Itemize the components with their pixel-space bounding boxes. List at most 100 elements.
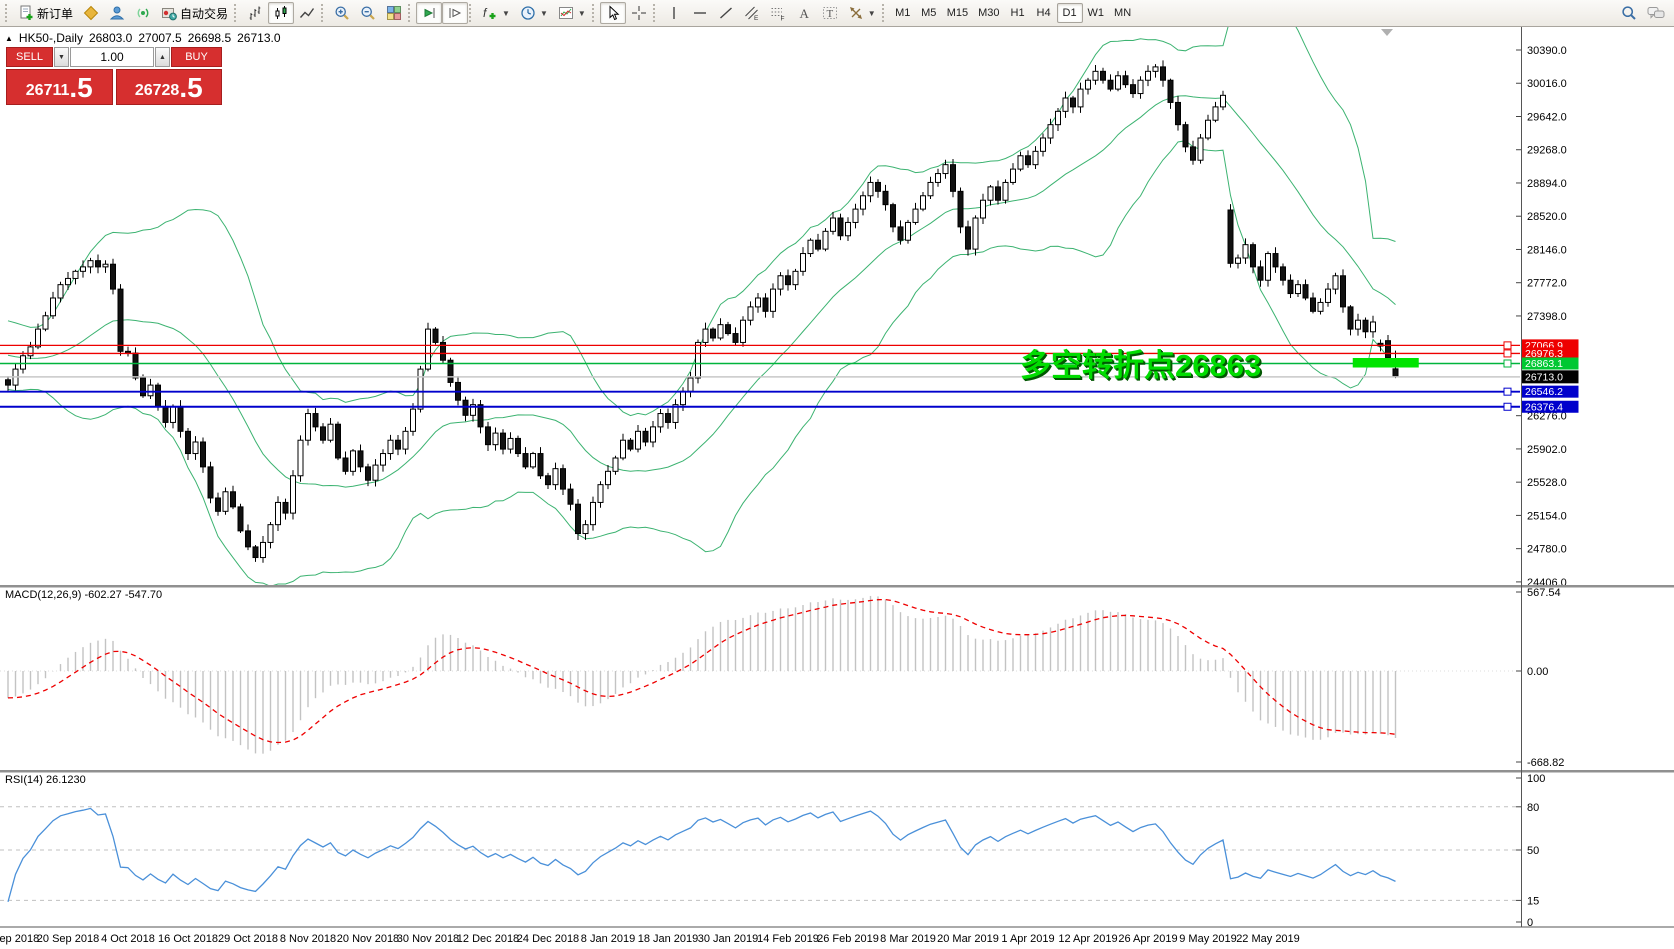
chart-shift-marker[interactable] <box>1381 29 1393 36</box>
candle <box>27 341 34 360</box>
search-button[interactable] <box>1616 2 1642 24</box>
periods-button[interactable]: ▼ <box>515 2 553 24</box>
candle <box>1257 260 1264 287</box>
auto-scroll-icon <box>424 8 435 18</box>
hline-marker[interactable] <box>1503 402 1512 411</box>
horizontal-line-button[interactable] <box>687 2 713 24</box>
text-button[interactable]: A <box>791 2 817 24</box>
hline-marker[interactable] <box>1503 341 1512 350</box>
autotrading-icon <box>162 8 177 21</box>
ohlc-high: 27007.5 <box>138 31 182 45</box>
indicators-dropdown-caret[interactable]: ▼ <box>502 8 510 18</box>
signals-button[interactable] <box>130 2 156 24</box>
templates-button[interactable]: ▼ <box>553 2 591 24</box>
candle <box>1160 60 1166 87</box>
arrows-dropdown-caret[interactable]: ▼ <box>867 8 876 18</box>
auto-scroll-button[interactable] <box>416 2 443 24</box>
candle <box>177 400 184 438</box>
pane-separator[interactable] <box>0 585 1674 588</box>
tab-timeframe-m30[interactable]: M30 <box>973 3 1004 23</box>
date-label: 30 Nov 2018 <box>397 933 459 945</box>
sell-price-button[interactable]: 26711.5 <box>6 69 113 105</box>
chart-canvas[interactable]: 30390.0 30016.0 29642.0 29268.0 28894.0 28520… <box>0 27 1674 949</box>
volume-increase-button[interactable]: ▲ <box>155 47 170 67</box>
fibonacci-button[interactable]: F <box>765 2 791 24</box>
candle <box>312 407 319 432</box>
candle <box>627 437 634 452</box>
tab-timeframe-m5[interactable]: M5 <box>916 3 942 23</box>
tab-timeframe-h4[interactable]: H4 <box>1031 3 1057 23</box>
arrows-icon <box>849 7 862 19</box>
buy-button[interactable]: BUY <box>171 47 222 67</box>
price-axis-label: 24780.0 <box>1527 544 1567 556</box>
tab-timeframe-m15[interactable]: M15 <box>942 3 973 23</box>
hline-marker[interactable] <box>1503 349 1512 358</box>
new-order-icon <box>20 5 33 20</box>
autotrading-button[interactable]: 自动交易 <box>156 2 233 24</box>
sell-price-pip: .5 <box>69 72 93 103</box>
chart-shift-button[interactable] <box>442 2 469 24</box>
chart-annotation-text[interactable]: 多空转折点26863 <box>1020 348 1262 383</box>
periods-dropdown-caret[interactable]: ▼ <box>539 8 548 18</box>
zoom-in-button[interactable] <box>329 2 355 24</box>
arrows-button[interactable]: ▼ <box>843 2 881 24</box>
price-tag-label: 26713.0 <box>1525 371 1563 383</box>
crosshair-button[interactable] <box>626 2 652 24</box>
tab-timeframe-mn[interactable]: MN <box>1109 3 1136 23</box>
candle <box>410 403 416 436</box>
price-axis-label: 28520.0 <box>1527 211 1567 223</box>
group-grip <box>881 4 887 22</box>
candle <box>95 254 101 274</box>
rsi-axis-label: 15 <box>1527 895 1539 907</box>
bar-chart-button[interactable] <box>242 2 268 24</box>
trendline-button[interactable] <box>713 2 739 24</box>
volume-decrease-button[interactable]: ▼ <box>54 47 69 67</box>
candle <box>867 176 874 203</box>
candle <box>672 399 679 429</box>
pane-separator[interactable] <box>0 770 1674 773</box>
hline-marker[interactable] <box>1503 387 1512 396</box>
highlight-rectangle[interactable] <box>1352 357 1419 368</box>
candle <box>897 220 904 245</box>
equidistant-channel-button[interactable]: E <box>739 2 765 24</box>
svg-text:f: f <box>483 6 488 20</box>
vertical-line-button[interactable] <box>661 2 687 24</box>
candle <box>1062 91 1069 118</box>
hline-marker[interactable] <box>1503 359 1512 368</box>
rsi-label: RSI(14) 26.1230 <box>5 774 86 786</box>
line-chart-button[interactable] <box>294 2 320 24</box>
candle <box>1122 70 1129 88</box>
date-label: 14 Feb 2019 <box>757 933 819 945</box>
navigator-button[interactable] <box>104 2 130 24</box>
candle <box>642 427 649 447</box>
zoom-out-button[interactable] <box>355 2 381 24</box>
tab-timeframe-d1[interactable]: D1 <box>1056 3 1083 23</box>
new-order-label: 新订单 <box>37 6 74 21</box>
buy-price-button[interactable]: 26728.5 <box>115 69 222 105</box>
tab-timeframe-h1[interactable]: H1 <box>1005 3 1031 23</box>
sell-button[interactable]: SELL <box>6 47 53 67</box>
periods-icon <box>521 6 535 20</box>
candle <box>297 435 304 482</box>
collapse-panel-icon[interactable]: ▲ <box>5 33 13 43</box>
candle <box>687 371 694 398</box>
candle <box>762 293 769 318</box>
candle <box>282 498 289 520</box>
chat-button[interactable] <box>1642 2 1670 24</box>
templates-dropdown-caret[interactable]: ▼ <box>577 8 586 18</box>
cursor-button[interactable] <box>599 2 626 24</box>
tab-timeframe-m1[interactable]: M1 <box>890 3 916 23</box>
price-axis-label: 27398.0 <box>1527 311 1567 323</box>
candlestick-chart-button[interactable] <box>268 2 295 24</box>
tile-windows-button[interactable] <box>381 2 407 24</box>
new-order-button[interactable]: 新订单 <box>13 2 78 24</box>
volume-input[interactable] <box>70 47 154 67</box>
candle <box>777 272 784 296</box>
indicators-button[interactable]: f ▼ <box>477 2 515 24</box>
tab-timeframe-w1[interactable]: W1 <box>1083 3 1110 23</box>
candle <box>1242 238 1249 264</box>
market-watch-button[interactable] <box>78 2 104 24</box>
date-label: 22 May 2019 <box>1236 933 1300 945</box>
text-label-button[interactable]: T <box>817 2 843 24</box>
candle <box>702 322 709 347</box>
